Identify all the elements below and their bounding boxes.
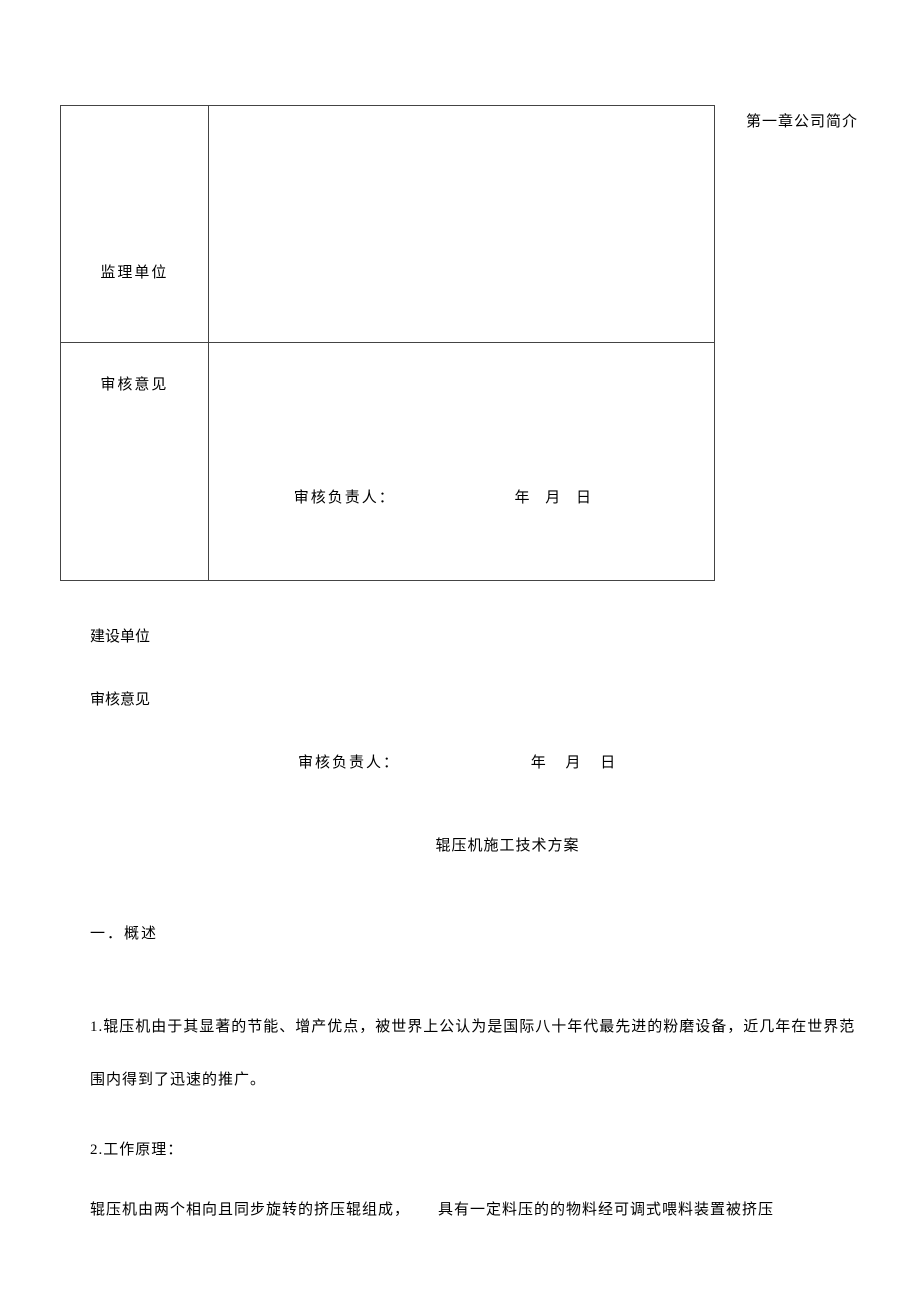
date-field: 年 月 日: [514, 486, 597, 507]
reviewer-label-2: 审核负责人：: [298, 755, 400, 771]
review-opinion-cell: 审核负责人： 年 月 日: [208, 343, 714, 581]
chapter-note: 第一章公司简介: [746, 110, 858, 131]
supervisor-unit-label: 监理单位: [61, 106, 209, 343]
paragraph-1: 1.辊压机由于其显著的节能、增产优点，被世界上公认为是国际八十年代最先进的粉磨设…: [60, 1001, 865, 1106]
document-title: 辊压机施工技术方案: [150, 830, 865, 863]
construction-unit-label: 建设单位: [60, 621, 865, 654]
paragraph-2: 2.工作原理：: [60, 1124, 865, 1177]
reviewer-label: 审核负责人：: [294, 486, 409, 507]
date-field-2: 年 月 日: [531, 755, 624, 771]
paragraph-3: 辊压机由两个相向且同步旋转的挤压辊组成，具有一定料压的的物料经可调式喂料装置被挤…: [60, 1195, 865, 1225]
supervisor-unit-cell: [208, 106, 714, 343]
review-opinion-label: 审核意见: [61, 343, 209, 581]
approval-table: 监理单位 审核意见 审核负责人： 年 月 日: [60, 105, 715, 581]
section-1-heading: 一．概述: [60, 918, 865, 951]
review-opinion-label-2: 审核意见: [60, 684, 865, 717]
